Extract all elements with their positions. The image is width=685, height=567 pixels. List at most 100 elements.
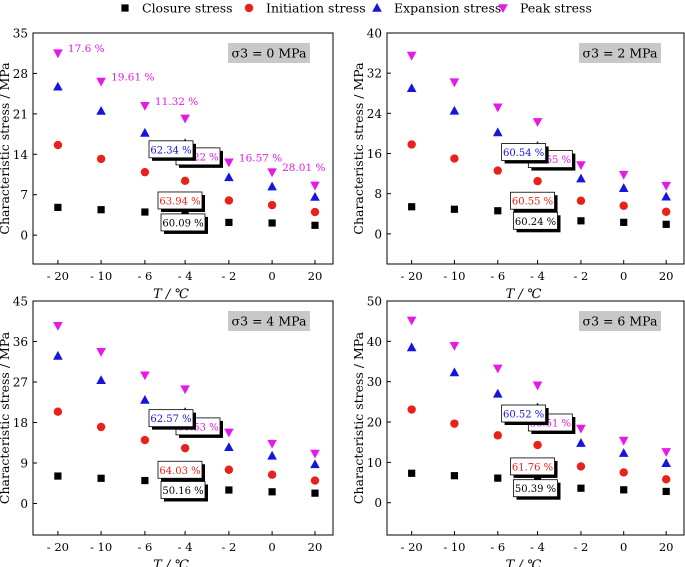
peak-point [449, 341, 460, 351]
initiation-point [140, 167, 150, 177]
annotation-initiation: 61.76 % [510, 457, 558, 478]
annotation-box [501, 143, 547, 161]
x-tick-label: - 20 [401, 540, 423, 554]
initiation-point [493, 166, 502, 175]
annotation-text: 60.55 % [512, 197, 553, 208]
initiation-point [267, 200, 277, 210]
x-tick-label: - 6 [137, 540, 152, 554]
closure-point [620, 486, 628, 494]
x-tick-label: - 4 [530, 269, 545, 283]
y-tick-label: 36 [13, 335, 28, 349]
annotation-expansion: 62.57 % [148, 409, 196, 430]
x-axis-label: T / ℃ [506, 558, 542, 567]
annotation-text: 60.54 % [503, 148, 544, 159]
x-tick-label: 0 [620, 540, 627, 554]
annotation-closure: 50.39 % [513, 479, 561, 500]
closure-point [311, 221, 319, 229]
sigma-label: σ3 = 6 MPa [583, 314, 658, 329]
expansion-point [96, 375, 106, 384]
x-tick-label: 20 [659, 540, 674, 554]
annotation-text: 63.94 % [159, 196, 200, 207]
y-tick-label: 21 [13, 107, 28, 121]
peak-percent-label: 16.57 % [239, 152, 282, 164]
initiation-point [224, 196, 234, 205]
closure-point [225, 218, 233, 227]
x-tick-label: - 10 [443, 269, 465, 283]
initiation-point [533, 176, 542, 186]
legend: Closure stress Initiation stress Expansion… [121, 1, 592, 16]
expansion-point [492, 388, 503, 398]
closure-point [577, 217, 585, 225]
peak-point [224, 428, 234, 438]
annotation-box [157, 191, 203, 210]
peak-point [618, 436, 629, 446]
peak-point [492, 364, 503, 374]
peak-point [224, 158, 234, 168]
annotation-initiation: 63.94 % [157, 191, 205, 212]
y-tick-label: 24 [367, 107, 383, 121]
closure-point [141, 476, 149, 485]
annotation-text: 60.22 % [177, 152, 218, 163]
y-tick-label: 10 [367, 456, 382, 470]
peak-point [267, 168, 277, 178]
closure-point [662, 220, 670, 228]
closure-point [662, 487, 670, 496]
annotation-text: 60.52 % [503, 410, 544, 421]
initiation-point [180, 443, 190, 453]
annotation-box [160, 213, 206, 232]
peak-point [449, 78, 460, 88]
initiation-point [493, 431, 502, 440]
peak-percent-label: 11.32 % [155, 96, 198, 108]
annotation-initiation: 60.55 % [510, 191, 558, 213]
series-peak [53, 321, 320, 459]
expansion-point [267, 181, 277, 191]
x-tick-label: - 4 [178, 540, 193, 554]
annotation-closure: 60.24 % [513, 211, 561, 233]
closure-point [450, 205, 459, 213]
plot-frame [32, 300, 334, 536]
annotation-text: 60.55 % [530, 155, 571, 166]
initiation-point [310, 207, 320, 217]
series-initiation [407, 140, 671, 216]
x-tick-label: - 20 [47, 269, 69, 283]
legend-item-initiation: Initiation stress [244, 1, 366, 16]
initiation-point [53, 407, 63, 416]
annotation-box [157, 460, 203, 479]
annotation-text: 60.53 % [177, 422, 218, 433]
expansion-point [96, 105, 106, 115]
annotation-text: 62.57 % [150, 414, 191, 425]
peak-point [96, 348, 106, 357]
x-tick-label: - 20 [47, 540, 69, 554]
legend-label-initiation: Initiation stress [266, 1, 366, 16]
peak-point [532, 381, 543, 391]
annotation-expansion: 60.52 % [501, 404, 549, 426]
plot-frame [386, 32, 685, 265]
annotation-text: 58.51 % [530, 418, 571, 429]
x-tick-label: 0 [268, 269, 275, 283]
x-tick-label: - 6 [137, 269, 152, 283]
expansion-point [140, 395, 150, 404]
peak-point [576, 424, 586, 434]
annotation-box [148, 409, 194, 428]
expansion-point [406, 342, 417, 352]
expansion-point [618, 183, 629, 192]
x-tick-label: 20 [659, 269, 674, 283]
x-tick-label: 0 [268, 540, 275, 554]
peak-point [310, 449, 320, 459]
initiation-point [407, 405, 416, 414]
series-peak [406, 316, 671, 457]
expansion-point [406, 83, 417, 93]
expansion-point [140, 127, 150, 137]
y-tick-label: 9 [20, 457, 28, 471]
sigma-badge [579, 311, 661, 331]
series-peak [406, 51, 671, 191]
x-tick-label: - 20 [401, 269, 423, 283]
initiation-point [96, 154, 106, 164]
closure-point [268, 219, 276, 227]
initiation-point [407, 140, 416, 149]
closure-point [408, 203, 416, 211]
sigma-badge [228, 43, 310, 63]
initiation-point [450, 419, 459, 428]
y-tick-label: 50 [367, 295, 382, 309]
